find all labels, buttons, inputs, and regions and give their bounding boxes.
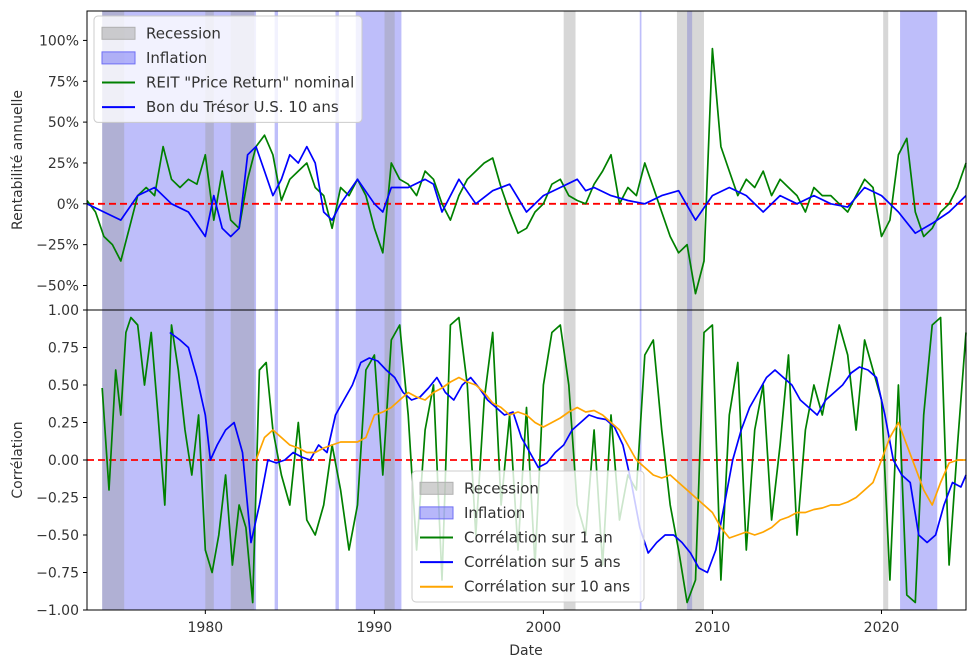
- returns-y-tick-label: 25%: [48, 156, 79, 172]
- correlation-legend-swatch: [419, 506, 454, 520]
- returns-inflation-band: [900, 11, 938, 310]
- x-tick-label: 2010: [695, 620, 731, 636]
- returns-y-tick-label: 0%: [57, 197, 79, 213]
- correlation-legend-label: Inflation: [464, 504, 525, 522]
- x-axis-label: Date: [509, 643, 542, 659]
- returns-legend-label: Bon du Trésor U.S. 10 ans: [146, 98, 339, 116]
- correlation-y-tick-label: −0.25: [36, 491, 79, 507]
- returns-y-tick-label: 75%: [48, 74, 79, 90]
- correlation-plot-frame: [86, 309, 967, 611]
- returns-recession-band: [563, 11, 576, 310]
- correlation-legend-swatch: [419, 481, 454, 495]
- returns-inflation-band: [639, 11, 642, 310]
- returns-legend-label: Recession: [146, 24, 221, 42]
- correlation-legend-box: [411, 470, 645, 603]
- correlation-series: [101, 316, 967, 604]
- returns-legend-box: [93, 15, 363, 123]
- correlation-y-tick-label: 0.25: [48, 416, 79, 432]
- returns-inflation-band: [355, 11, 402, 310]
- returns-series-line-1: [86, 47, 967, 295]
- returns-legend: Recession Inflation REIT "Price Return" no…: [93, 15, 363, 123]
- returns-recession-band: [205, 11, 214, 310]
- correlation-legend-label: Recession: [464, 479, 539, 497]
- returns-y-tick-label: −25%: [36, 238, 79, 254]
- returns-y-tick-label: 100%: [39, 33, 79, 49]
- x-tick-label: 1980: [188, 620, 224, 636]
- correlation-y-tick-label: −0.50: [36, 528, 79, 544]
- returns-series: [86, 47, 967, 295]
- returns-y-axis-label: Rentabilité annuelle: [10, 90, 26, 230]
- correlation-y-tick-label: 1.00: [48, 303, 79, 319]
- returns-series-line-2: [86, 145, 967, 238]
- returns-recession-band: [384, 11, 395, 310]
- correlation-inflation-band: [335, 310, 339, 610]
- returns-recession-band: [883, 11, 889, 310]
- correlation-series-line-2: [169, 331, 967, 574]
- correlation-series-line-3: [255, 376, 966, 539]
- correlation-legend-label: Corrélation sur 1 an: [464, 529, 613, 547]
- correlation-recession-band: [563, 310, 576, 610]
- returns-legend-label: Inflation: [146, 49, 207, 67]
- returns-legend-swatch: [101, 51, 136, 65]
- correlation-legend-label: Corrélation sur 5 ans: [464, 553, 621, 571]
- correlation-y-tick-label: −0.75: [36, 566, 79, 582]
- correlation-panel: 1.00 0.75 0.50 0.25 0.00 −0.25 −0.50 −0.75 −1.00…: [10, 303, 967, 659]
- returns-y-tick-label: 50%: [48, 115, 79, 131]
- correlation-inflation-band: [687, 310, 693, 610]
- returns-inflation-band: [687, 11, 693, 310]
- correlation-x-ticks: 1980 1990 2000 2010 2020: [188, 610, 900, 636]
- x-tick-label: 1990: [357, 620, 393, 636]
- correlation-y-ticks: 1.00 0.75 0.50 0.25 0.00 −0.25 −0.50 −0.75 −1.00: [36, 303, 87, 619]
- returns-inflation-band: [274, 11, 279, 310]
- correlation-y-tick-label: −1.00: [36, 603, 79, 619]
- returns-y-tick-label: −50%: [36, 278, 79, 294]
- correlation-legend-label: Corrélation sur 10 ans: [464, 578, 630, 596]
- returns-inflation-band: [335, 11, 339, 310]
- correlation-y-tick-label: 0.50: [48, 378, 79, 394]
- x-tick-label: 2000: [526, 620, 562, 636]
- x-tick-label: 2020: [864, 620, 900, 636]
- returns-legend-label: REIT "Price Return" nominal: [146, 74, 354, 92]
- correlation-y-tick-label: 0.75: [48, 341, 79, 357]
- returns-panel: 100% 75% 50% 25% 0% −25% −50% Rentabilité annu…: [10, 10, 967, 311]
- correlation-legend: Recession Inflation Corrélation sur 1 an Co…: [411, 470, 645, 603]
- correlation-y-tick-label: 0.00: [48, 453, 79, 469]
- correlation-y-axis-label: Corrélation: [10, 421, 26, 498]
- returns-legend-swatch: [101, 26, 136, 40]
- returns-y-ticks: 100% 75% 50% 25% 0% −25% −50%: [36, 33, 87, 294]
